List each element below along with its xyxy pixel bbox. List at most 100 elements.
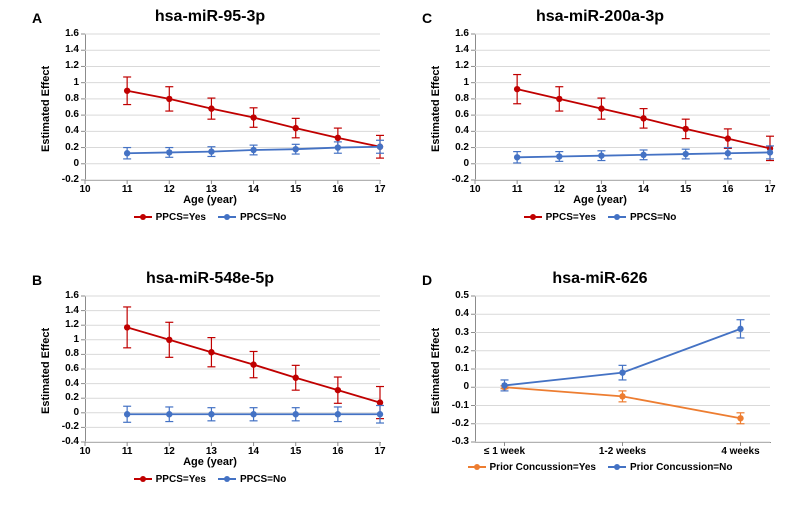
y-tick-label: 0.6 — [65, 363, 79, 374]
plot-svg-A — [85, 34, 380, 180]
legend-label: PPCS=Yes — [156, 212, 206, 223]
legend-swatch-icon — [608, 216, 626, 218]
panel-B: Bhsa-miR-548e-5pEstimated EffectAge (yea… — [30, 272, 390, 492]
data-marker — [556, 153, 562, 159]
y-tick-label: -0.1 — [452, 400, 469, 411]
legend-swatch-icon — [218, 478, 236, 480]
data-marker — [208, 105, 214, 111]
x-axis-label-B: Age (year) — [30, 456, 390, 468]
y-tick-label: 0 — [463, 158, 469, 169]
data-marker — [166, 149, 172, 155]
data-marker — [556, 96, 562, 102]
data-marker — [166, 411, 172, 417]
legend-swatch-icon — [608, 466, 626, 468]
x-tick-label: 16 — [328, 446, 348, 457]
y-tick-label: 0.2 — [65, 392, 79, 403]
data-marker — [124, 150, 130, 156]
data-marker — [208, 349, 214, 355]
y-tick-label: 1.2 — [455, 60, 469, 71]
data-marker — [208, 148, 214, 154]
data-marker — [124, 411, 130, 417]
x-tick-label: 15 — [286, 184, 306, 195]
x-tick-label: 14 — [244, 184, 264, 195]
y-tick-label: 1.2 — [65, 60, 79, 71]
y-tick-label: 1.2 — [65, 319, 79, 330]
x-tick-label: 10 — [465, 184, 485, 195]
y-tick-label: 0.4 — [455, 308, 469, 319]
x-tick-label: ≤ 1 week — [465, 446, 545, 457]
data-marker — [377, 399, 383, 405]
legend-swatch-icon — [524, 216, 542, 218]
data-marker — [377, 411, 383, 417]
legend-item: PPCS=Yes — [134, 474, 206, 485]
data-marker — [619, 369, 625, 375]
data-marker — [501, 382, 507, 388]
legend-C: PPCS=Yes PPCS=No — [420, 210, 780, 223]
legend-item: PPCS=Yes — [524, 212, 596, 223]
data-marker — [124, 324, 130, 330]
data-marker — [166, 337, 172, 343]
x-axis-label-C: Age (year) — [420, 194, 780, 206]
x-tick-label: 15 — [286, 446, 306, 457]
data-marker — [737, 326, 743, 332]
legend-D: Prior Concussion=YesPrior Concussion=No — [420, 460, 780, 473]
x-tick-label: 13 — [201, 446, 221, 457]
y-tick-label: 0.4 — [65, 125, 79, 136]
legend-swatch-icon — [134, 478, 152, 480]
panel-title-A: hsa-miR-95-3p — [30, 8, 390, 26]
data-marker — [293, 411, 299, 417]
page: Ahsa-miR-95-3pEstimated EffectAge (year)… — [0, 0, 800, 526]
data-marker — [377, 144, 383, 150]
data-marker — [514, 86, 520, 92]
x-tick-label: 11 — [507, 184, 527, 195]
y-tick-label: 1.4 — [65, 44, 79, 55]
y-tick-label: 0.6 — [455, 109, 469, 120]
y-axis-label-C: Estimated Effect — [430, 66, 442, 152]
data-marker — [767, 149, 773, 155]
legend-label: Prior Concussion=Yes — [490, 462, 596, 473]
y-tick-label: -0.2 — [452, 418, 469, 429]
legend-item: PPCS=No — [218, 212, 286, 223]
y-tick-label: 0.6 — [65, 109, 79, 120]
panel-D: Dhsa-miR-626Estimated Effect-0.3-0.2-0.1… — [420, 272, 780, 492]
x-tick-label: 10 — [75, 184, 95, 195]
y-tick-label: 0.8 — [65, 93, 79, 104]
legend-swatch-icon — [134, 216, 152, 218]
x-tick-label: 12 — [549, 184, 569, 195]
legend-label: PPCS=No — [630, 212, 676, 223]
y-tick-label: 0.8 — [455, 93, 469, 104]
data-marker — [683, 126, 689, 132]
data-marker — [250, 411, 256, 417]
y-tick-label: 0 — [463, 381, 469, 392]
legend-item: PPCS=Yes — [134, 212, 206, 223]
data-marker — [619, 393, 625, 399]
x-tick-label: 13 — [201, 184, 221, 195]
data-marker — [124, 88, 130, 94]
legend-item: PPCS=No — [608, 212, 676, 223]
y-tick-label: 1.6 — [455, 28, 469, 39]
legend-label: PPCS=No — [240, 474, 286, 485]
data-marker — [293, 125, 299, 131]
panel-title-C: hsa-miR-200a-3p — [420, 8, 780, 26]
x-tick-label: 17 — [760, 184, 780, 195]
plot-svg-D — [475, 296, 770, 442]
x-tick-label: 15 — [676, 184, 696, 195]
panel-A: Ahsa-miR-95-3pEstimated EffectAge (year)… — [30, 10, 390, 230]
data-marker — [598, 105, 604, 111]
data-marker — [293, 375, 299, 381]
panel-C: Chsa-miR-200a-3pEstimated EffectAge (yea… — [420, 10, 780, 230]
data-marker — [250, 114, 256, 120]
data-marker — [250, 361, 256, 367]
y-tick-label: 0.8 — [65, 348, 79, 359]
y-tick-label: 0.3 — [455, 327, 469, 338]
data-marker — [335, 144, 341, 150]
y-tick-label: 0.4 — [455, 125, 469, 136]
y-tick-label: 0 — [73, 158, 79, 169]
data-marker — [725, 135, 731, 141]
y-tick-label: 1.6 — [65, 28, 79, 39]
y-axis-label-D: Estimated Effect — [430, 328, 442, 414]
y-tick-label: -0.2 — [62, 421, 79, 432]
x-tick-label: 14 — [634, 184, 654, 195]
x-tick-label: 12 — [159, 446, 179, 457]
legend-item: PPCS=No — [218, 474, 286, 485]
